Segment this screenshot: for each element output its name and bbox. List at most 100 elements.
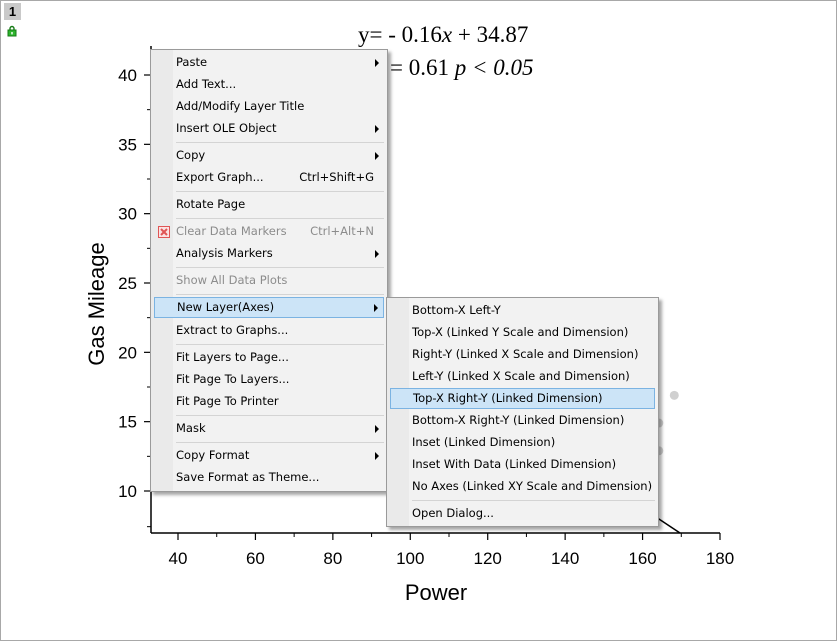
- menu-item-label: Export Graph...: [176, 170, 264, 184]
- menu-separator: [176, 294, 384, 295]
- menu-item-label: Add Text...: [176, 77, 237, 91]
- x-tick-label: 80: [323, 549, 342, 568]
- menu-item-label: Mask: [176, 421, 206, 435]
- y-tick-label: 35: [118, 135, 137, 154]
- menu-separator: [176, 415, 384, 416]
- menu-item-label: Inset (Linked Dimension): [412, 435, 556, 449]
- x-tick-label: 160: [628, 549, 656, 568]
- y-tick-label: 25: [118, 274, 137, 293]
- menu-item-label: Show All Data Plots: [176, 273, 288, 287]
- menu-item-label: Save Format as Theme...: [176, 470, 320, 484]
- data-point: [669, 390, 679, 400]
- menu-item-fit-page-to-printer[interactable]: Fit Page To Printer: [154, 391, 384, 412]
- x-tick-label: 140: [551, 549, 579, 568]
- x-tick-label: 60: [246, 549, 265, 568]
- menu-item-label: Copy Format: [176, 448, 250, 462]
- menu-item-mask[interactable]: Mask: [154, 418, 384, 439]
- regression-equation-text: y= - 0.16x + 34.87: [358, 22, 529, 47]
- x-tick-label: 100: [396, 549, 424, 568]
- menu-item-copy-format[interactable]: Copy Format: [154, 445, 384, 466]
- y-axis-title: Gas Mileage: [84, 242, 109, 366]
- menu-item-label: Analysis Markers: [176, 246, 273, 260]
- menu-icon-gutter: [387, 298, 409, 526]
- y-tick-label: 40: [118, 66, 137, 85]
- lock-icon: [7, 25, 17, 37]
- menu-separator: [412, 500, 655, 501]
- menu-item-label: No Axes (Linked XY Scale and Dimension): [412, 479, 653, 493]
- x-tick-label: 180: [706, 549, 734, 568]
- menu-item-label: Clear Data Markers: [176, 224, 287, 238]
- submenu-item-bottom-x-left-y[interactable]: Bottom-X Left-Y: [390, 300, 655, 321]
- menu-separator: [176, 442, 384, 443]
- submenu-item-right-y[interactable]: Right-Y (Linked X Scale and Dimension): [390, 344, 655, 365]
- regression-stats: = 0.61 p < 0.05: [390, 55, 534, 81]
- menu-item-label: Right-Y (Linked X Scale and Dimension): [412, 347, 639, 361]
- new-layer-submenu: Bottom-X Left-Y Top-X (Linked Y Scale an…: [386, 297, 659, 527]
- menu-item-new-layer-axes[interactable]: New Layer(Axes): [154, 297, 384, 318]
- x-tick-label: 40: [169, 549, 188, 568]
- submenu-item-bottom-x-right-y[interactable]: Bottom-X Right-Y (Linked Dimension): [390, 410, 655, 431]
- submenu-item-inset[interactable]: Inset (Linked Dimension): [390, 432, 655, 453]
- menu-item-label: Inset With Data (Linked Dimension): [412, 457, 617, 471]
- menu-item-label: Fit Page To Printer: [176, 394, 279, 408]
- menu-item-fit-page-to-layers[interactable]: Fit Page To Layers...: [154, 369, 384, 390]
- submenu-item-top-x[interactable]: Top-X (Linked Y Scale and Dimension): [390, 322, 655, 343]
- menu-icon-gutter: [151, 50, 173, 491]
- y-tick-label: 15: [118, 413, 137, 432]
- menu-item-fit-layers-to-page[interactable]: Fit Layers to Page...: [154, 347, 384, 368]
- menu-item-analysis-markers[interactable]: Analysis Markers: [154, 243, 384, 264]
- submenu-arrow-icon: [374, 304, 378, 312]
- regression-p-value: p < 0.05: [454, 55, 534, 80]
- menu-item-label: Top-X Right-Y (Linked Dimension): [413, 391, 603, 405]
- submenu-arrow-icon: [375, 125, 379, 133]
- context-menu: Paste Add Text... Add/Modify Layer Title…: [150, 49, 388, 492]
- menu-item-save-format-as-theme[interactable]: Save Format as Theme...: [154, 467, 384, 488]
- clear-markers-icon: [158, 226, 170, 238]
- menu-item-paste[interactable]: Paste: [154, 52, 384, 73]
- menu-item-clear-data-markers[interactable]: Clear Data Markers Ctrl+Alt+N: [154, 221, 384, 242]
- menu-item-shortcut: Ctrl+Alt+N: [310, 224, 374, 238]
- menu-item-label: Extract to Graphs...: [176, 323, 289, 337]
- submenu-item-top-x-right-y[interactable]: Top-X Right-Y (Linked Dimension): [390, 388, 655, 409]
- submenu-item-inset-with-data[interactable]: Inset With Data (Linked Dimension): [390, 454, 655, 475]
- menu-item-label: New Layer(Axes): [177, 300, 275, 314]
- menu-item-extract-to-graphs[interactable]: Extract to Graphs...: [154, 320, 384, 341]
- menu-item-label: Bottom-X Left-Y: [412, 303, 501, 317]
- menu-separator: [176, 218, 384, 219]
- menu-item-label: Open Dialog...: [412, 506, 494, 520]
- submenu-arrow-icon: [375, 425, 379, 433]
- menu-item-export-graph[interactable]: Export Graph... Ctrl+Shift+G: [154, 167, 384, 188]
- menu-separator: [176, 344, 384, 345]
- y-tick-label: 10: [118, 482, 137, 501]
- menu-item-label: Rotate Page: [176, 197, 246, 211]
- menu-item-label: Copy: [176, 148, 206, 162]
- menu-item-label: Fit Layers to Page...: [176, 350, 289, 364]
- menu-item-rotate-page[interactable]: Rotate Page: [154, 194, 384, 215]
- x-tick-label: 120: [474, 549, 502, 568]
- submenu-item-open-dialog[interactable]: Open Dialog...: [390, 503, 655, 524]
- menu-item-label: Fit Page To Layers...: [176, 372, 290, 386]
- menu-item-copy[interactable]: Copy: [154, 145, 384, 166]
- regression-r-value: = 0.61: [390, 55, 449, 80]
- menu-item-show-all-data-plots[interactable]: Show All Data Plots: [154, 270, 384, 291]
- menu-item-label: Paste: [176, 55, 208, 69]
- regression-equation: y= - 0.16x + 34.87: [358, 22, 528, 48]
- menu-separator: [176, 191, 384, 192]
- y-tick-label: 20: [118, 343, 137, 362]
- menu-item-add-text[interactable]: Add Text...: [154, 74, 384, 95]
- layer-number-badge[interactable]: 1: [4, 3, 21, 20]
- submenu-arrow-icon: [375, 250, 379, 258]
- menu-separator: [176, 142, 384, 143]
- y-tick-label: 30: [118, 205, 137, 224]
- menu-item-label: Top-X (Linked Y Scale and Dimension): [412, 325, 629, 339]
- menu-item-label: Bottom-X Right-Y (Linked Dimension): [412, 413, 625, 427]
- submenu-item-left-y[interactable]: Left-Y (Linked X Scale and Dimension): [390, 366, 655, 387]
- submenu-arrow-icon: [375, 452, 379, 460]
- menu-item-insert-ole-object[interactable]: Insert OLE Object: [154, 118, 384, 139]
- menu-item-add-modify-layer-title[interactable]: Add/Modify Layer Title: [154, 96, 384, 117]
- menu-item-label: Add/Modify Layer Title: [176, 99, 305, 113]
- submenu-item-no-axes[interactable]: No Axes (Linked XY Scale and Dimension): [390, 476, 655, 497]
- menu-item-label: Insert OLE Object: [176, 121, 277, 135]
- menu-separator: [176, 267, 384, 268]
